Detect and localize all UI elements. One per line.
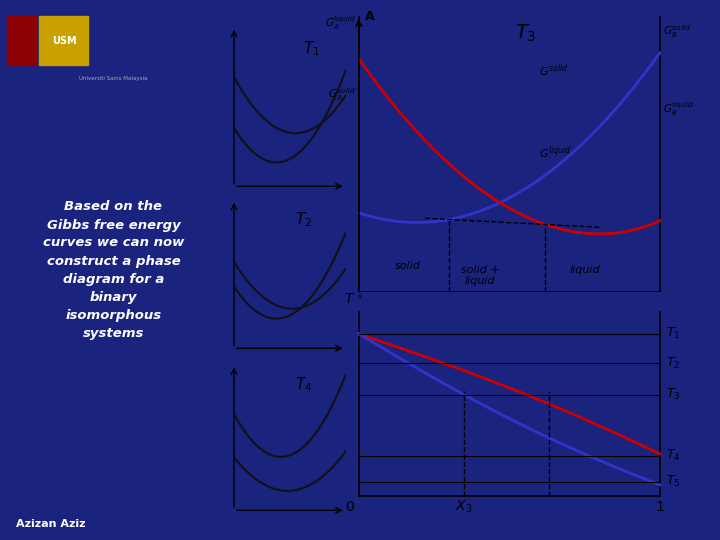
Text: $T_{5}$: $T_{5}$ [666, 474, 680, 489]
Text: solid +: solid + [462, 265, 500, 275]
Text: $T_{4}$: $T_{4}$ [666, 448, 680, 463]
Bar [39, 16, 89, 65]
Text: $T_1$: $T_1$ [303, 39, 320, 58]
Text: $T_{3}$: $T_{3}$ [666, 387, 680, 402]
Text: liquid: liquid [464, 276, 495, 286]
Text: $X_3$: $X_3$ [456, 499, 473, 515]
Text: $T_{1}$: $T_{1}$ [666, 326, 680, 341]
Text: Azizan Aziz: Azizan Aziz [16, 519, 86, 529]
Text: $G^{solid}$: $G^{solid}$ [539, 63, 569, 79]
Text: $G_A^{liquid}$: $G_A^{liquid}$ [325, 15, 356, 32]
Text: $G_B^{liquid}$: $G_B^{liquid}$ [663, 100, 693, 118]
Text: USM: USM [53, 36, 77, 45]
Text: $T$: $T$ [343, 292, 355, 306]
Bar [6, 16, 36, 65]
Text: Based on the
Gibbs free energy
curves we can now
construct a phase
diagram for a: Based on the Gibbs free energy curves we… [42, 200, 184, 340]
Text: $G^{liquid}$: $G^{liquid}$ [539, 144, 572, 161]
Text: $G_B^{solid}$: $G_B^{solid}$ [663, 23, 690, 40]
Text: A: A [365, 10, 374, 23]
Text: Universiti Sains Malaysia: Universiti Sains Malaysia [79, 76, 148, 81]
Text: solid: solid [395, 261, 420, 271]
Text: 1: 1 [655, 500, 665, 514]
Text: $T_2$: $T_2$ [295, 211, 312, 229]
Text: liquid: liquid [570, 265, 600, 275]
Text: $G_A^{solid}$: $G_A^{solid}$ [328, 86, 356, 103]
Text: $^{\wedge}$: $^{\wedge}$ [356, 294, 363, 305]
Text: $T_{2}$: $T_{2}$ [666, 356, 680, 371]
Text: $T_4$: $T_4$ [295, 375, 312, 394]
Text: 0: 0 [346, 500, 354, 514]
Text: $T_3$: $T_3$ [516, 23, 537, 44]
